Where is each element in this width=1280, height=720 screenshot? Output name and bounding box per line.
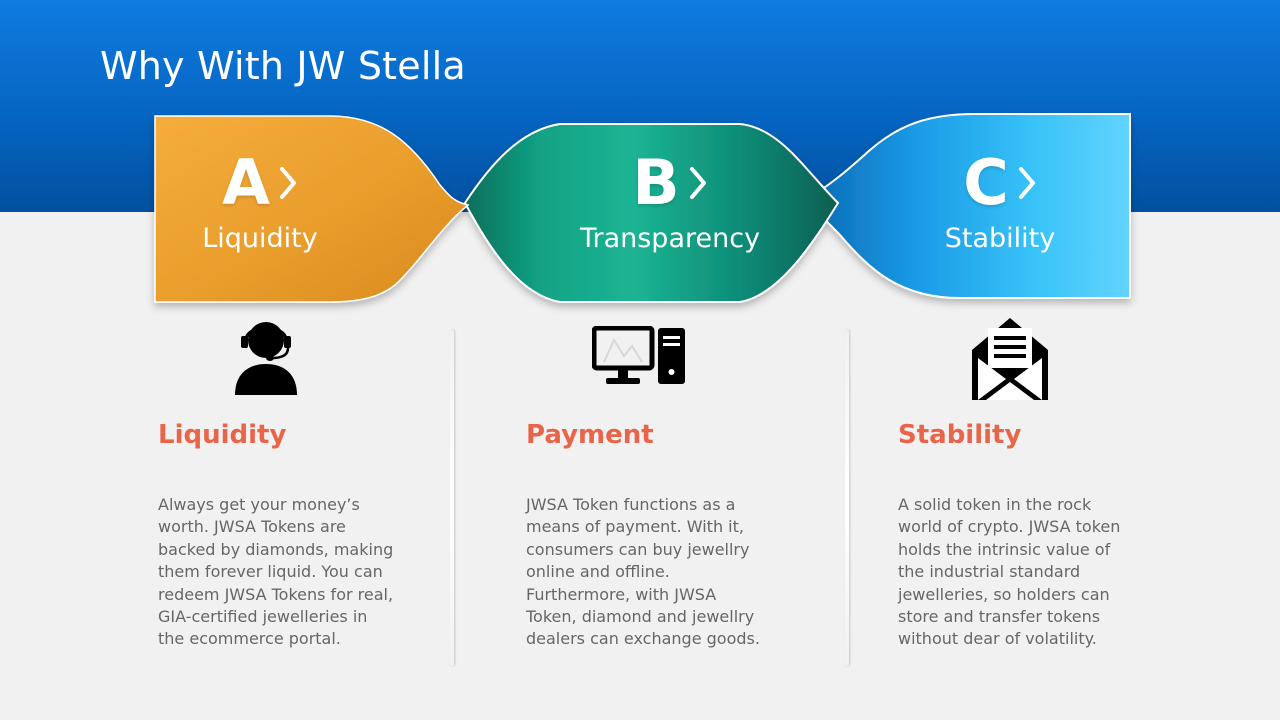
- text-line: them forever liquid. You can: [158, 562, 383, 582]
- text-line: holds the intrinsic value of: [898, 539, 1111, 559]
- slide-title: Why With JW Stella: [100, 44, 466, 88]
- tab-c-letter: C: [963, 146, 1009, 219]
- tab-a-label: Liquidity: [202, 223, 318, 254]
- payment-description: JWSA Token functions as a means of payme…: [526, 494, 766, 651]
- text-line: store and transfer tokens: [898, 607, 1101, 627]
- text-line: backed by diamonds, making: [158, 539, 394, 559]
- liquidity-description: Always get your money’s worth. JWSA Toke…: [158, 494, 398, 651]
- tab-a-letter: A: [222, 146, 270, 219]
- chevron-right-icon: [1018, 167, 1035, 199]
- open-envelope-icon: [972, 318, 1048, 400]
- text-line: dealers can exchange goods.: [526, 629, 760, 649]
- text-line: without dear of volatility.: [898, 629, 1097, 649]
- stability-heading: Stability: [898, 420, 1022, 450]
- column-divider: [450, 330, 454, 666]
- text-line: online and offline.: [526, 562, 670, 582]
- text-line: JWSA Token functions as a: [526, 495, 736, 514]
- payment-heading: Payment: [526, 420, 654, 450]
- tab-a[interactable]: A Liquidity: [155, 148, 365, 256]
- text-line: means of payment. With it,: [526, 517, 744, 537]
- tab-b-letter: B: [632, 146, 680, 219]
- segment-a: [154, 115, 470, 303]
- liquidity-heading: Liquidity: [158, 420, 287, 450]
- chevron-right-icon: [279, 167, 296, 199]
- text-line: A solid token in the rock: [898, 495, 1092, 514]
- text-line: Always get your money’s: [158, 495, 360, 514]
- tab-b[interactable]: B Transparency: [560, 148, 780, 256]
- text-line: worth. JWSA Tokens are: [158, 517, 346, 537]
- desktop-computer-icon: [592, 326, 685, 384]
- text-line: the industrial standard: [898, 562, 1081, 582]
- text-line: redeem JWSA Tokens for real,: [158, 584, 394, 604]
- text-line: consumers can buy jewellry: [526, 539, 750, 559]
- segment-b: [463, 123, 840, 303]
- text-line: GIA-certified jewelleries in: [158, 607, 368, 627]
- text-line: world of crypto. JWSA token: [898, 517, 1121, 537]
- text-line: Token, diamond and jewellry: [526, 607, 755, 627]
- text-line: jewelleries, so holders can: [898, 584, 1110, 604]
- text-line: Furthermore, with JWSA: [526, 584, 717, 604]
- chevron-right-icon: [689, 167, 706, 199]
- text-line: the ecommerce portal.: [158, 629, 341, 649]
- tab-b-label: Transparency: [579, 223, 761, 254]
- column-divider: [845, 330, 849, 666]
- customer-support-icon: [235, 322, 297, 395]
- stability-description: A solid token in the rock world of crypt…: [898, 494, 1138, 651]
- tab-c-label: Stability: [944, 223, 1056, 254]
- tab-c[interactable]: C Stability: [920, 148, 1080, 256]
